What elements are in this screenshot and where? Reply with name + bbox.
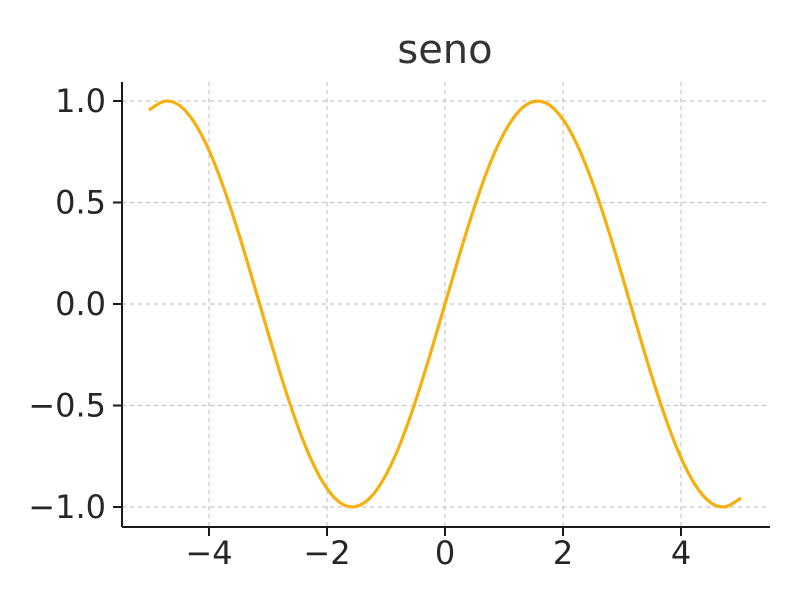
y-tick-label: 0.5 — [55, 184, 106, 222]
x-tick-label: 0 — [435, 534, 455, 572]
x-tick-label: 4 — [671, 534, 691, 572]
y-tick-label: 1.0 — [55, 82, 106, 120]
y-tick-label: −0.5 — [28, 387, 106, 425]
x-tick-label: −4 — [185, 534, 232, 572]
x-ticks: −4 −2 0 2 4 — [185, 527, 691, 572]
y-ticks: −1.0 −0.5 0.0 0.5 1.0 — [28, 82, 122, 526]
y-tick-label: 0.0 — [55, 285, 106, 323]
x-tick-label: −2 — [303, 534, 350, 572]
x-tick-label: 2 — [553, 534, 573, 572]
y-tick-label: −1.0 — [28, 488, 106, 526]
chart-title: seno — [397, 27, 492, 73]
